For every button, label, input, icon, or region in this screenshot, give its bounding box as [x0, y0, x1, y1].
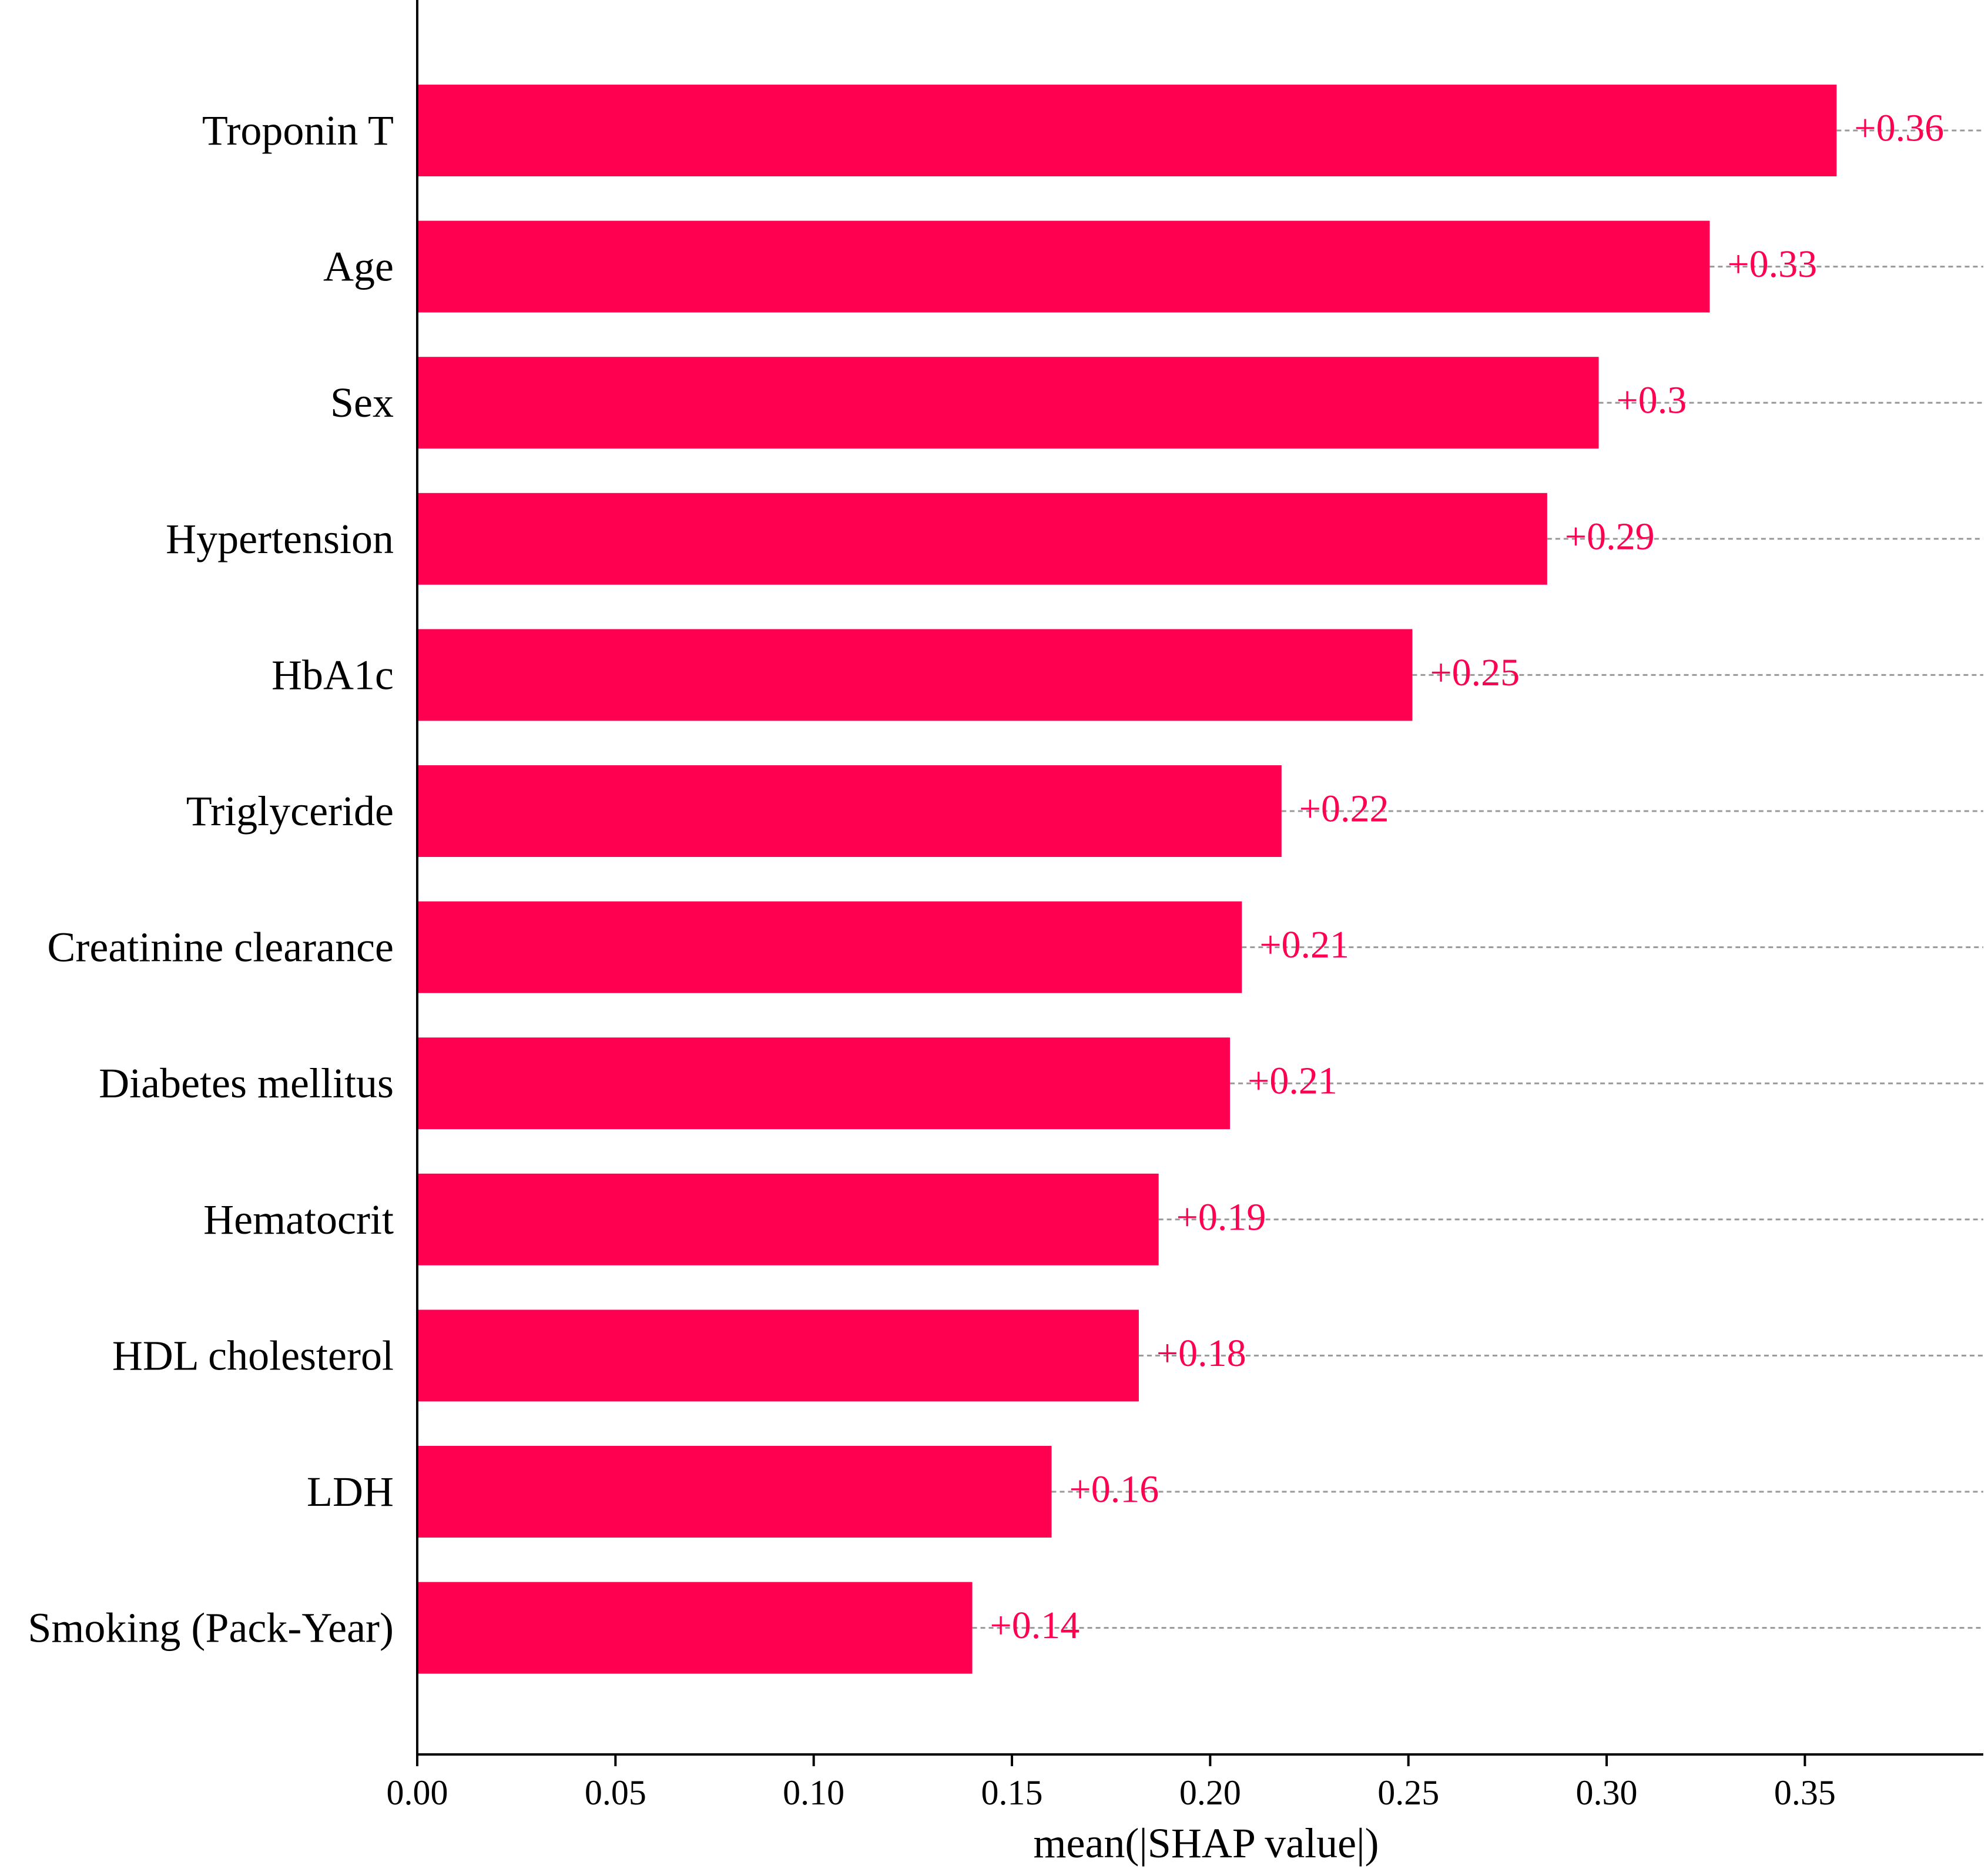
data-label: +0.21 [1248, 1060, 1337, 1103]
x-tick-label: 0.30 [1576, 1773, 1638, 1812]
x-tick-label: 0.10 [783, 1773, 844, 1812]
category-label: Troponin T [202, 107, 394, 154]
category-label: LDH [307, 1468, 394, 1515]
data-label: +0.29 [1565, 515, 1655, 558]
x-tick-label: 0.35 [1774, 1773, 1836, 1812]
category-label: Hypertension [166, 515, 394, 562]
data-label: +0.16 [1069, 1468, 1159, 1511]
x-tick-label: 0.05 [585, 1773, 646, 1812]
axes [416, 0, 1983, 1756]
category-label: Diabetes mellitus [99, 1060, 394, 1107]
data-label: +0.36 [1854, 107, 1944, 150]
bar [417, 1446, 1052, 1538]
category-label: Smoking (Pack-Year) [28, 1605, 394, 1652]
category-label: Triglyceride [186, 788, 394, 835]
bar [417, 765, 1282, 857]
data-label: +0.21 [1259, 923, 1349, 966]
data-labels: +0.36 +0.33 +0.3 +0.29 +0.25 +0.22 +0.21 +0.21 +… [990, 107, 1945, 1647]
data-label: +0.3 [1617, 379, 1687, 422]
data-label: +0.22 [1299, 788, 1389, 830]
data-label: +0.19 [1176, 1195, 1266, 1238]
data-label: +0.14 [990, 1604, 1080, 1647]
bar [417, 1310, 1139, 1402]
bar [417, 1173, 1159, 1265]
x-tick-label: 0.20 [1179, 1773, 1241, 1812]
guide-lines [972, 129, 1983, 1629]
category-label: Hematocrit [203, 1196, 394, 1243]
x-tick-label: 0.25 [1377, 1773, 1439, 1812]
bar [417, 1582, 973, 1674]
bar [417, 629, 1413, 721]
category-label: Sex [330, 379, 394, 426]
bar [417, 220, 1710, 313]
bar [417, 493, 1547, 585]
category-label: HDL cholesterol [112, 1332, 394, 1379]
category-labels: Troponin T Age Sex Hypertension HbA1c Triglyc… [28, 107, 394, 1652]
bars [417, 85, 1837, 1674]
x-axis-title: mean(|SHAP value|) [1033, 1820, 1379, 1867]
x-tick-label: 0.00 [387, 1773, 448, 1812]
data-label: +0.33 [1727, 243, 1817, 286]
x-ticks: 0.00 0.05 0.10 0.15 0.20 0.25 0.30 0.35 [387, 1754, 1836, 1812]
category-label: HbA1c [271, 651, 394, 698]
category-label: Age [323, 243, 394, 290]
data-label: +0.18 [1156, 1332, 1246, 1375]
data-label: +0.25 [1430, 651, 1520, 694]
x-tick-label: 0.15 [981, 1773, 1043, 1812]
bar [417, 1037, 1231, 1130]
bar [417, 901, 1242, 993]
bar [417, 85, 1837, 176]
bar [417, 357, 1599, 449]
category-label: Creatinine clearance [47, 924, 394, 971]
